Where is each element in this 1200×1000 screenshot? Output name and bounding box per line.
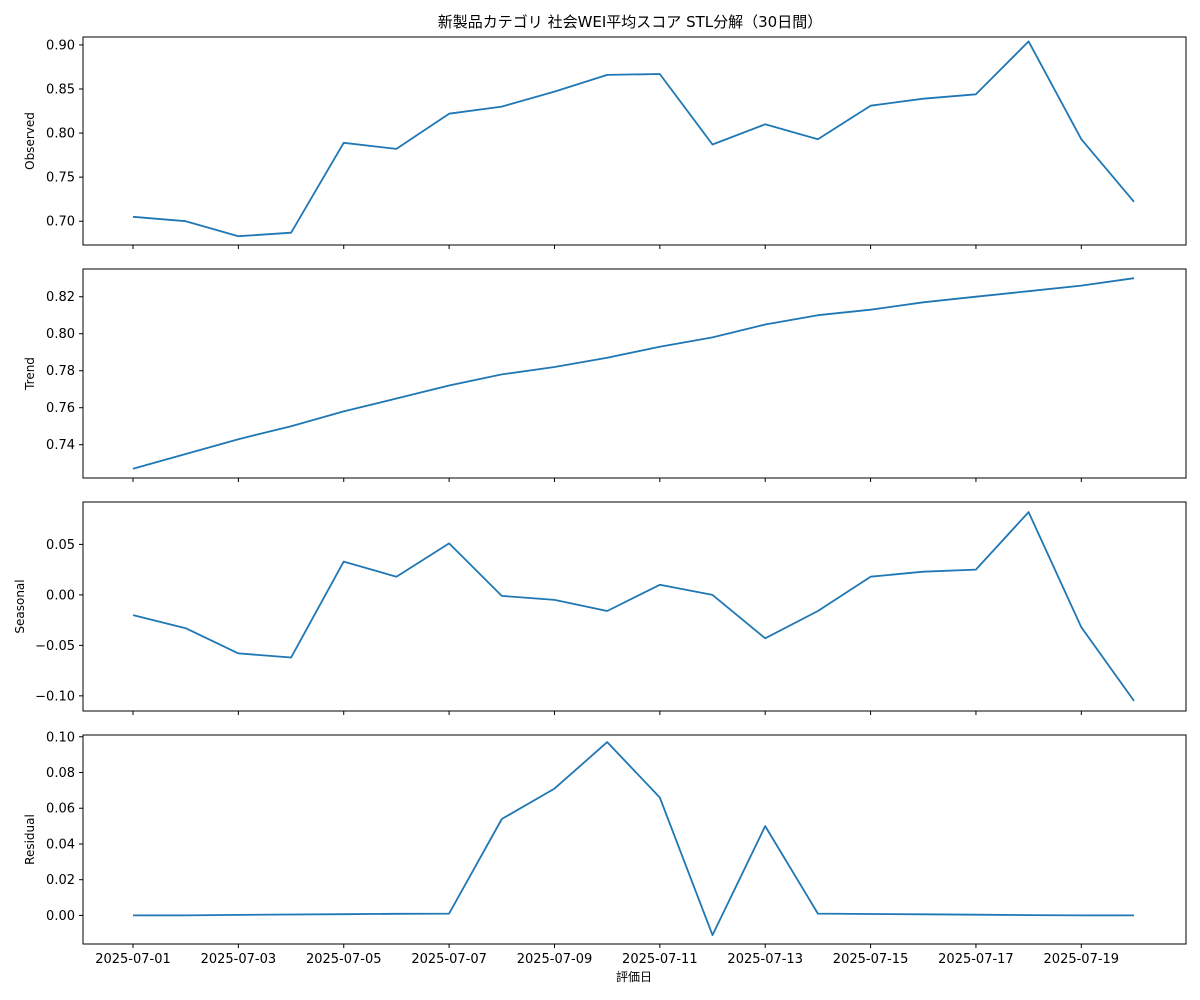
x-tick-label: 2025-07-15 (833, 952, 909, 967)
panel-seasonal: −0.10 −0.05 0.00 0.05 Seasonal (13, 501, 1187, 715)
x-tick-label: 2025-07-01 (95, 952, 171, 967)
x-tick-label: 2025-07-19 (1044, 952, 1120, 967)
y-tick-label: −0.05 (35, 639, 75, 654)
x-tick-label: 2025-07-05 (306, 952, 382, 967)
y-axis-label: Observed (23, 112, 37, 170)
y-axis-label: Trend (23, 357, 37, 391)
y-tick-label: 0.70 (46, 215, 75, 230)
chart-title: 新製品カテゴリ 社会WEI平均スコア STL分解（30日間） (438, 13, 822, 31)
y-tick-label: 0.05 (46, 538, 75, 553)
series-line-seasonal (132, 511, 1135, 702)
x-tick-label: 2025-07-03 (201, 952, 277, 967)
y-tick-label: 0.04 (46, 837, 75, 852)
series-line-trend (132, 277, 1135, 470)
plot-frame (82, 36, 1187, 246)
y-tick-label: 0.00 (46, 909, 75, 924)
plot-frame (82, 501, 1187, 712)
y-axis-label: Residual (23, 814, 37, 865)
x-tick-label: 2025-07-13 (727, 952, 803, 967)
y-tick-label: 0.74 (46, 438, 75, 453)
y-tick-label: 0.06 (46, 802, 75, 817)
y-tick-label: 0.02 (46, 873, 75, 888)
y-tick-label: 0.85 (46, 83, 75, 98)
y-tick-label: 0.82 (46, 290, 75, 305)
series-line-observed (132, 40, 1135, 238)
x-tick-label: 2025-07-09 (517, 952, 593, 967)
x-axis-label: 評価日 (616, 969, 652, 984)
x-tick-label: 2025-07-17 (938, 952, 1014, 967)
chart-panels: 0.70 0.75 0.80 0.85 0.90 Observed 0.74 0.76 0.78… (13, 36, 1187, 967)
y-tick-label: 0.78 (46, 364, 75, 379)
y-tick-label: 0.76 (46, 401, 75, 416)
y-axis-label: Seasonal (13, 579, 27, 633)
y-tick-label: 0.75 (46, 171, 75, 186)
x-tick-label: 2025-07-11 (622, 952, 698, 967)
x-tick-label: 2025-07-07 (411, 952, 487, 967)
plot-frame (82, 734, 1187, 945)
y-tick-label: 0.90 (46, 38, 75, 53)
y-tick-label: 0.08 (46, 766, 75, 781)
plot-frame (82, 268, 1187, 479)
y-tick-label: 0.80 (46, 127, 75, 142)
y-tick-label: 0.80 (46, 327, 75, 342)
y-tick-label: 0.00 (46, 588, 75, 603)
y-tick-label: −0.10 (35, 689, 75, 704)
y-tick-label: 0.10 (46, 730, 75, 745)
panel-residual: 0.00 0.02 0.04 0.06 0.08 0.10 2025-07-01 2025-0… (23, 730, 1187, 967)
panel-observed: 0.70 0.75 0.80 0.85 0.90 Observed (23, 36, 1187, 249)
series-line-residual (133, 741, 1134, 936)
panel-trend: 0.74 0.76 0.78 0.80 0.82 Trend (23, 268, 1187, 482)
